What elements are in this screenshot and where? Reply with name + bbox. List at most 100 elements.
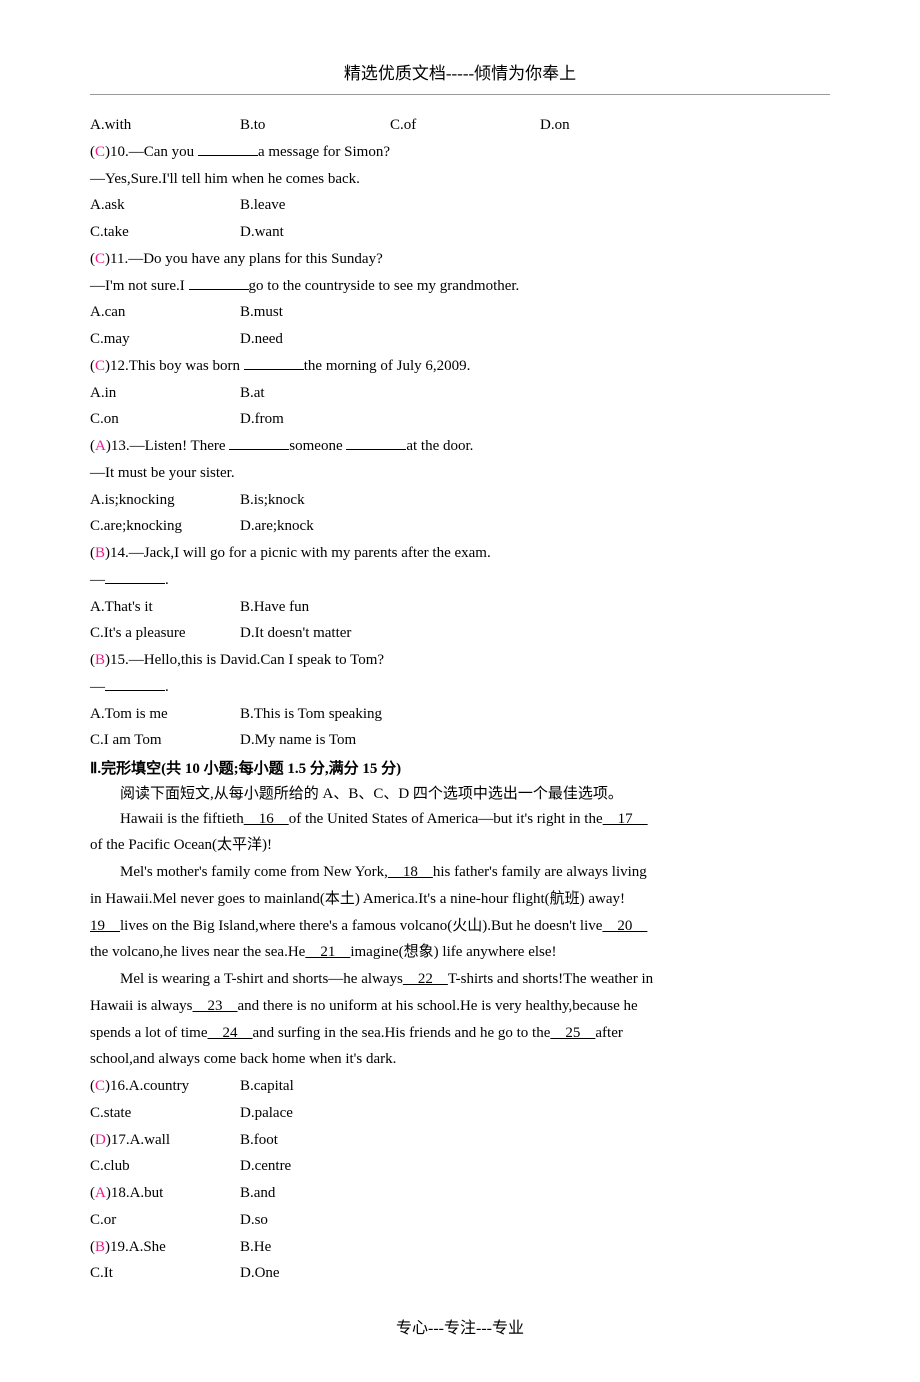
passage-p2: Mel's mother's family come from New York… xyxy=(90,860,830,885)
q10-line2: —Yes,Sure.I'll tell him when he comes ba… xyxy=(90,167,830,192)
q18-num: )18.A.but xyxy=(106,1185,164,1201)
q15-opt-d: D.My name is Tom xyxy=(240,728,400,753)
q15-opt-b: B.This is Tom speaking xyxy=(240,702,400,727)
p2-f: imagine(想象) life anywhere else! xyxy=(350,944,556,960)
p3-g: after xyxy=(595,1025,622,1041)
q14-num: )14.—Jack,I will go for a picnic with my… xyxy=(105,545,491,561)
blank-22: 22 xyxy=(403,971,448,987)
q12-opt-a: A.in xyxy=(90,381,240,406)
p1-b: of the United States of America—but it's… xyxy=(289,811,603,827)
q15-l2-after: . xyxy=(165,679,169,695)
q11-options-r1: A.can B.must xyxy=(90,300,830,325)
q16-a: (C)16.A.country xyxy=(90,1074,240,1099)
q15-num: )15.—Hello,this is David.Can I speak to … xyxy=(105,652,384,668)
q15-options-r1: A.Tom is me B.This is Tom speaking xyxy=(90,702,830,727)
q12-answer: C xyxy=(95,358,105,374)
blank xyxy=(198,141,258,156)
q15-opt-c: C.I am Tom xyxy=(90,728,240,753)
blank xyxy=(229,435,289,450)
q18-d: D.so xyxy=(240,1208,390,1233)
q13-options-r2: C.are;knocking D.are;knock xyxy=(90,514,830,539)
blank-24: 24 xyxy=(207,1025,252,1041)
blank xyxy=(189,275,249,290)
passage-p1: Hawaii is the fiftieth 16 of the United … xyxy=(90,807,830,832)
q17-a: (D)17.A.wall xyxy=(90,1128,240,1153)
q18-a: (A)18.A.but xyxy=(90,1181,240,1206)
q11-opt-b: B.must xyxy=(240,300,390,325)
q15-options-r2: C.I am Tom D.My name is Tom xyxy=(90,728,830,753)
q10-num: )10.—Can you xyxy=(105,144,198,160)
q18-row1: (A)18.A.but B.and xyxy=(90,1181,830,1206)
q17-row2: C.club D.centre xyxy=(90,1154,830,1179)
section2-instruction: 阅读下面短文,从每小题所给的 A、B、C、D 四个选项中选出一个最佳选项。 xyxy=(90,782,830,807)
p2-e: the volcano,he lives near the sea.He xyxy=(90,944,305,960)
q18-answer: A xyxy=(95,1185,106,1201)
q19-c: C.It xyxy=(90,1261,240,1286)
q14-answer: B xyxy=(95,545,105,561)
q14-stem: (B)14.—Jack,I will go for a picnic with … xyxy=(90,541,830,566)
q16-row2: C.state D.palace xyxy=(90,1101,830,1126)
blank-21: 21 xyxy=(305,944,350,960)
p2-b: his father's family are always living xyxy=(433,864,647,880)
page-header: 精选优质文档-----倾情为你奉上 xyxy=(90,60,830,88)
p3-a: Mel is wearing a T-shirt and shorts—he a… xyxy=(120,971,403,987)
p3-e: spends a lot of time xyxy=(90,1025,207,1041)
p3-f: and surfing in the sea.His friends and h… xyxy=(253,1025,551,1041)
q11-opt-a: A.can xyxy=(90,300,240,325)
q13-after: at the door. xyxy=(406,438,473,454)
document-content: A.with B.to C.of D.on (C)10.—Can you a m… xyxy=(90,113,830,1286)
blank-18: 18 xyxy=(388,864,433,880)
passage-p1-cont: of the Pacific Ocean(太平洋)! xyxy=(90,833,830,858)
q16-b: B.capital xyxy=(240,1074,390,1099)
q14-opt-a: A.That's it xyxy=(90,595,240,620)
q19-num: )19.A.She xyxy=(105,1239,166,1255)
passage-p3: Mel is wearing a T-shirt and shorts—he a… xyxy=(90,967,830,992)
q12-opt-c: C.on xyxy=(90,407,240,432)
q15-l2-before: — xyxy=(90,679,105,695)
q13-mid: someone xyxy=(289,438,346,454)
q10-after: a message for Simon? xyxy=(258,144,390,160)
q16-num: )16.A.country xyxy=(105,1078,189,1094)
q10-opt-a: A.ask xyxy=(90,193,240,218)
q9-opt-b: B.to xyxy=(240,113,390,138)
q13-line2: —It must be your sister. xyxy=(90,461,830,486)
header-divider xyxy=(90,94,830,95)
q17-c: C.club xyxy=(90,1154,240,1179)
q11-opt-c: C.may xyxy=(90,327,240,352)
q17-answer: D xyxy=(95,1132,106,1148)
q18-row2: C.or D.so xyxy=(90,1208,830,1233)
q12-stem: (C)12.This boy was born the morning of J… xyxy=(90,354,830,379)
q16-d: D.palace xyxy=(240,1101,390,1126)
section2-title: Ⅱ.完形填空(共 10 小题;每小题 1.5 分,满分 15 分) xyxy=(90,757,830,782)
q14-line2: —. xyxy=(90,568,830,593)
q11-options-r2: C.may D.need xyxy=(90,327,830,352)
blank-16: 16 xyxy=(244,811,289,827)
q11-l2-before: —I'm not sure.I xyxy=(90,278,189,294)
blank xyxy=(346,435,406,450)
q15-answer: B xyxy=(95,652,105,668)
q10-options-r1: A.ask B.leave xyxy=(90,193,830,218)
blank xyxy=(105,569,165,584)
q17-d: D.centre xyxy=(240,1154,390,1179)
q14-opt-b: B.Have fun xyxy=(240,595,390,620)
q9-opt-d: D.on xyxy=(540,113,690,138)
q13-opt-c: C.are;knocking xyxy=(90,514,240,539)
q11-answer: C xyxy=(95,251,105,267)
blank-19: 19 xyxy=(90,918,120,934)
blank-23: 23 xyxy=(192,998,237,1014)
p3-b: T-shirts and shorts!The weather in xyxy=(448,971,653,987)
q13-stem: (A)13.—Listen! There someone at the door… xyxy=(90,434,830,459)
q12-opt-b: B.at xyxy=(240,381,390,406)
q15-stem: (B)15.—Hello,this is David.Can I speak t… xyxy=(90,648,830,673)
q13-opt-b: B.is;knock xyxy=(240,488,390,513)
q12-opt-d: D.from xyxy=(240,407,390,432)
q15-opt-a: A.Tom is me xyxy=(90,702,240,727)
q18-c: C.or xyxy=(90,1208,240,1233)
q14-opt-d: D.It doesn't matter xyxy=(240,621,390,646)
q9-opt-a: A.with xyxy=(90,113,240,138)
q10-options-r2: C.take D.want xyxy=(90,220,830,245)
q14-options-r1: A.That's it B.Have fun xyxy=(90,595,830,620)
q12-after: the morning of July 6,2009. xyxy=(304,358,471,374)
q12-num: )12.This boy was born xyxy=(105,358,244,374)
q10-opt-d: D.want xyxy=(240,220,390,245)
